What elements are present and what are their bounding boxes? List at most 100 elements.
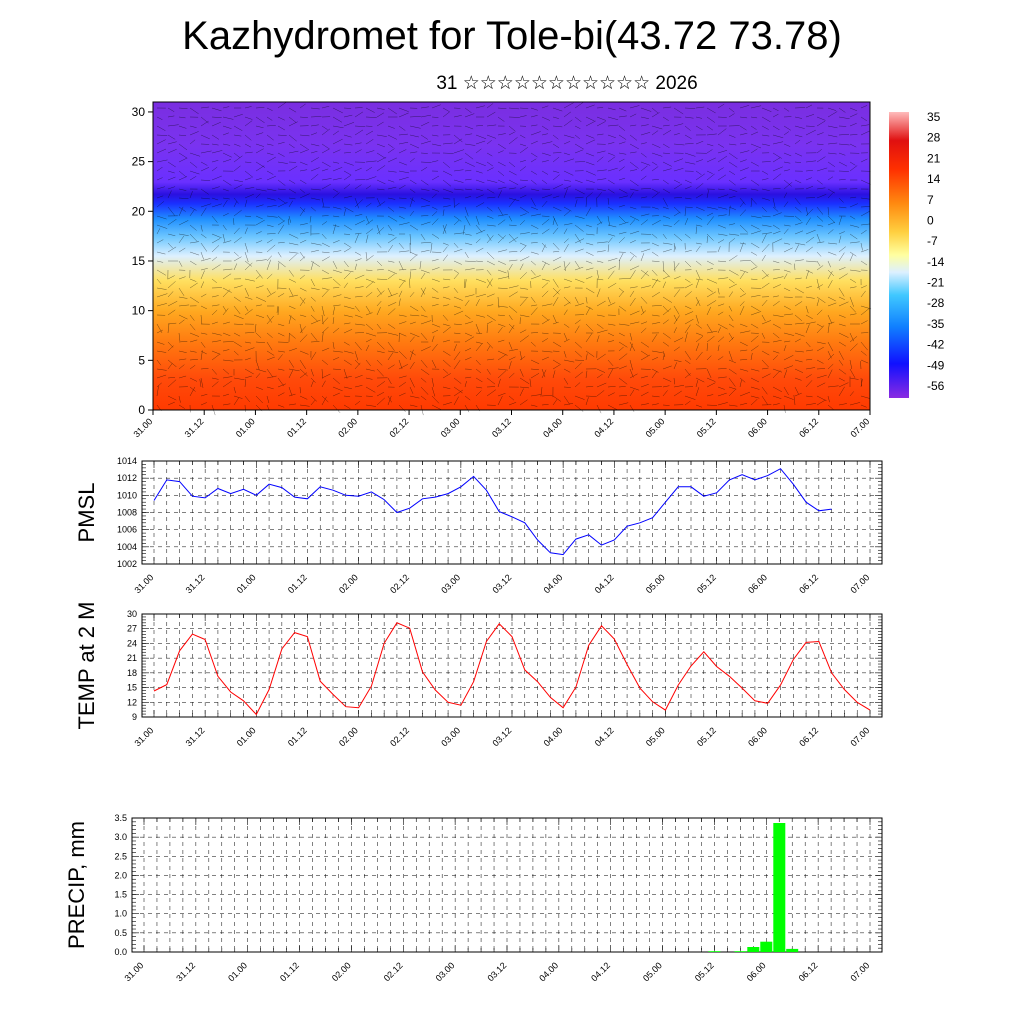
x-tick-label: 03.12 [490,572,513,595]
wind-vector [552,395,562,402]
wind-vector [816,399,826,406]
wind-vector [640,269,650,277]
wind-vector [354,323,365,326]
wind-vector [486,188,495,194]
y-tick-label: 1.5 [114,890,127,900]
wind-vector [376,269,384,271]
wind-vector [585,307,591,316]
x-tick-label: 06.12 [797,725,820,748]
wind-vector [761,224,772,227]
wind-vector [442,314,449,321]
wind-vector [189,377,198,382]
wind-vector [827,296,836,302]
wind-vector [838,161,848,167]
wind-vector [387,170,397,173]
wind-vector [618,141,626,145]
wind-vector [574,233,582,244]
wind-vector [486,269,492,276]
wind-vector [827,152,837,155]
y-axis-title: PMSL [74,483,99,543]
wind-vector [354,178,366,181]
wind-vector [772,395,782,399]
wind-vector [816,215,824,222]
wind-vector [684,318,694,325]
wind-vector [332,224,340,227]
colorbar-label: -28 [927,296,945,310]
wind-vector [497,186,507,190]
wind-vector [673,179,681,184]
wind-vector [695,242,702,245]
wind-vector [420,359,428,368]
wind-vector [761,373,771,379]
wind-vector [189,152,201,157]
x-tick-label: 31.12 [184,725,207,748]
wind-vector [662,224,672,227]
wind-vector [376,165,386,172]
wind-vector [816,278,820,290]
wind-vector [332,294,342,298]
wind-vector [860,404,867,408]
wind-vector [728,332,734,340]
wind-vector [552,125,563,128]
wind-vector [464,321,473,325]
wind-vector [662,188,671,194]
wind-vector [420,114,432,118]
wind-vector [783,345,787,352]
wind-vector [563,179,571,182]
wind-vector [222,403,231,406]
wind-vector [277,134,287,136]
wind-vector [508,198,516,208]
colorbar-label: -49 [927,358,945,372]
wind-vector [277,323,285,327]
wind-vector [376,121,384,127]
wind-vector [607,107,616,111]
wind-vector [211,134,220,140]
wind-vector [563,403,574,406]
wind-vector [178,152,188,159]
wind-vector [244,379,247,388]
wind-vector [739,197,746,205]
wind-vector [442,242,449,246]
wind-vector [332,386,343,392]
wind-vector [464,107,472,114]
wind-vector [310,188,321,191]
wind-vector [860,242,863,251]
wind-vector [189,359,198,361]
wind-vector [277,368,285,371]
wind-vector [321,148,330,154]
wind-vector [486,358,495,361]
wind-vector [464,347,472,352]
wind-vector [530,373,540,379]
wind-vector [167,363,173,370]
x-tick-label: 01.12 [285,416,308,439]
wind-vector [596,260,604,263]
wind-vector [574,325,580,334]
wind-vector [508,395,515,401]
wind-vector [761,161,771,163]
wind-vector [200,258,211,262]
wind-vector [607,340,615,343]
wind-vector [189,241,200,244]
wind-vector [596,150,606,154]
wind-vector [530,232,538,235]
wind-vector [486,152,493,157]
wind-vector [156,368,167,371]
wind-vector [640,132,651,136]
wind-vector [189,139,196,145]
wind-vector [464,268,475,271]
wind-vector [651,314,660,317]
wind-vector [585,139,596,145]
wind-vector [376,359,383,366]
wind-vector [266,143,274,146]
wind-vector [805,114,815,118]
y-tick-label: 12 [127,697,137,707]
wind-vector [508,314,513,321]
wind-vector [387,273,396,280]
wind-vector [849,336,858,343]
wind-vector [629,124,637,127]
wind-vector [233,350,239,356]
wind-vector [794,161,802,163]
wind-vector [354,233,360,244]
wind-vector [673,168,684,172]
wind-vector [684,206,693,208]
